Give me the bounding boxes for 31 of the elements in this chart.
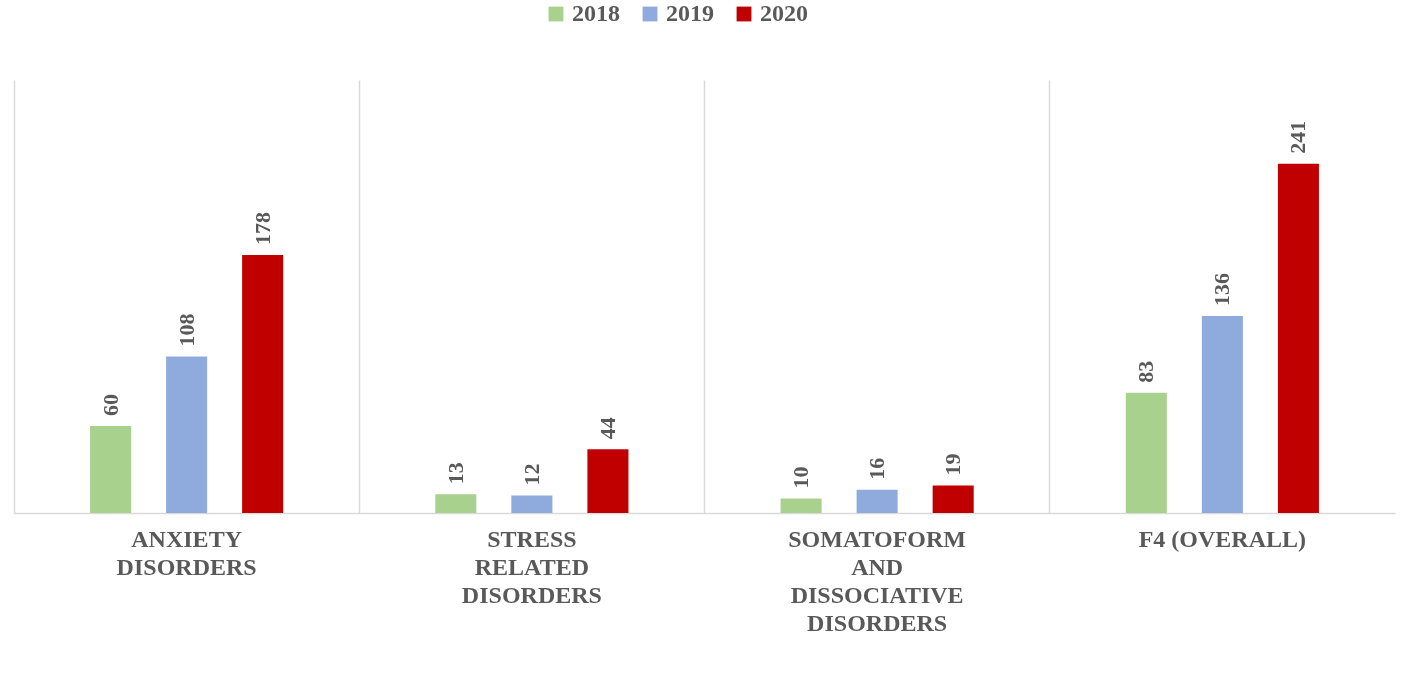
data-label: 136 xyxy=(1209,272,1235,306)
data-label: 60 xyxy=(97,394,123,417)
data-label: 16 xyxy=(864,457,890,480)
data-label: 12 xyxy=(518,463,544,486)
bar xyxy=(1201,315,1243,513)
bar xyxy=(511,495,553,513)
bar xyxy=(1277,163,1319,513)
x-tick-label: STRESS RELATED DISORDERS xyxy=(461,525,602,608)
data-label: 83 xyxy=(1133,360,1159,383)
bar xyxy=(587,449,629,513)
data-label: 108 xyxy=(173,313,199,347)
data-label: 44 xyxy=(594,417,620,440)
bar xyxy=(435,494,477,513)
bar xyxy=(166,356,208,513)
bar xyxy=(242,255,284,513)
legend-label: 2019 xyxy=(666,0,714,26)
legend-label: 2018 xyxy=(572,0,620,26)
data-label: 13 xyxy=(442,462,468,485)
bar xyxy=(90,426,132,513)
data-label: 178 xyxy=(249,212,275,246)
x-tick-label: ANXIETY DISORDERS xyxy=(116,525,257,580)
x-tick-label: SOMATOFORM AND DISSOCIATIVE DISORDERS xyxy=(788,525,967,636)
bar xyxy=(1125,392,1167,513)
bar xyxy=(856,489,898,513)
legend-label: 2020 xyxy=(760,0,808,26)
data-label: 10 xyxy=(788,466,814,489)
x-tick-label: F4 (OVERALL) xyxy=(1138,525,1307,552)
bar xyxy=(780,498,822,513)
data-label: 241 xyxy=(1285,120,1311,154)
data-label: 19 xyxy=(940,453,966,476)
bar xyxy=(932,485,974,513)
